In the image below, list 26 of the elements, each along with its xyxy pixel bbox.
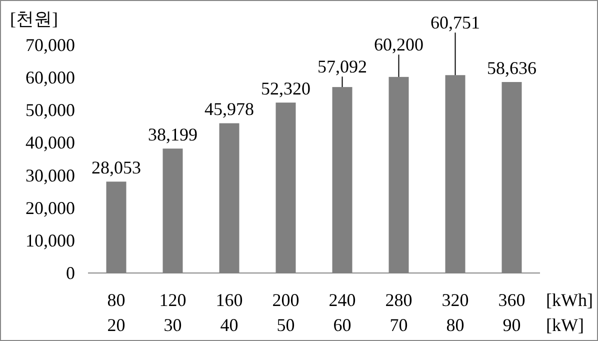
data-label: 60,200 xyxy=(374,34,424,55)
x-tick-label: 200 50 xyxy=(272,290,300,335)
y-tick-label: 20,000 xyxy=(26,198,75,218)
x-tick-label: 160 40 xyxy=(216,290,243,335)
data-label: 28,053 xyxy=(92,158,141,178)
x-axis-title: [kWh] [kW] xyxy=(546,290,593,335)
y-tick-label: 70,000 xyxy=(26,35,75,55)
data-label: 57,092 xyxy=(318,56,367,77)
x-tick-label: 280 70 xyxy=(385,290,412,335)
y-tick-label: 40,000 xyxy=(26,132,75,153)
y-tick-label: 50,000 xyxy=(26,100,75,120)
y-tick-label: 30,000 xyxy=(26,165,75,186)
data-label: 52,320 xyxy=(261,78,310,99)
x-tick-label: 80 20 xyxy=(107,290,126,335)
x-tick-label: 120 30 xyxy=(159,290,186,335)
x-tick-label: 360 90 xyxy=(498,290,526,335)
y-tick-label: 0 xyxy=(66,263,75,283)
x-tick-label: 240 60 xyxy=(328,290,356,335)
data-label: 58,636 xyxy=(487,58,536,78)
x-tick-label: 320 80 xyxy=(442,290,469,335)
y-tick-label: 60,000 xyxy=(26,68,75,88)
data-label: 60,751 xyxy=(430,12,480,33)
y-tick-label: 10,000 xyxy=(26,230,75,250)
y-axis-title: [천원] xyxy=(10,9,58,29)
data-label: 45,978 xyxy=(204,99,254,120)
data-label: 38,199 xyxy=(148,124,198,145)
